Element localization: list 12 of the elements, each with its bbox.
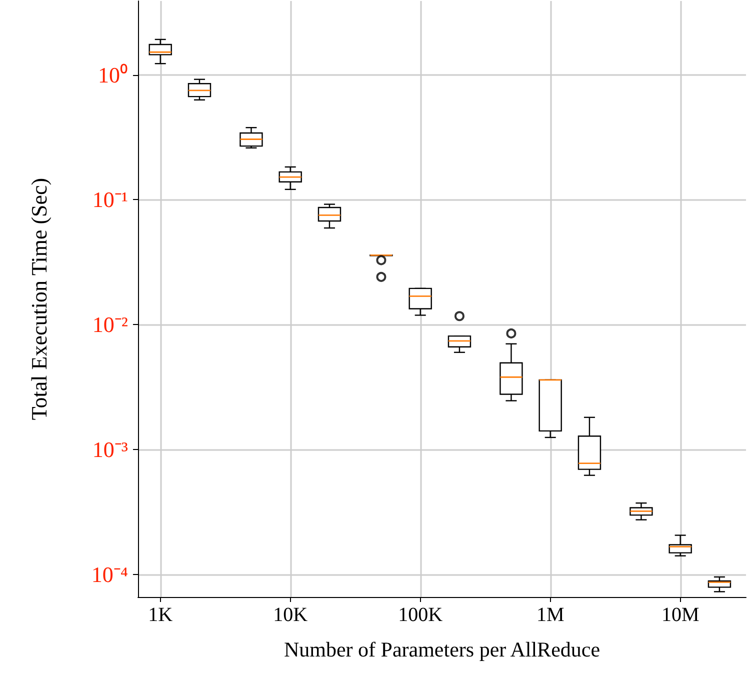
y-tick-label: 10⁻⁴ [91, 562, 128, 587]
y-tick-label: 10⁻³ [92, 437, 128, 462]
y-tick-label: 10⁻¹ [92, 187, 128, 212]
x-axis-title: Number of Parameters per AllReduce [284, 638, 600, 662]
x-tick-label: 1K [148, 604, 174, 626]
x-tick-label: 10K [273, 604, 308, 626]
x-tick-label: 100K [398, 604, 444, 626]
y-tick-label: 10⁻² [92, 312, 128, 338]
y-tick-label: 10⁰ [98, 62, 128, 88]
x-tick-label: 1M [536, 604, 564, 626]
y-axis-title: Total Execution Time (Sec) [26, 178, 52, 420]
x-tick-label: 10M [661, 604, 700, 626]
